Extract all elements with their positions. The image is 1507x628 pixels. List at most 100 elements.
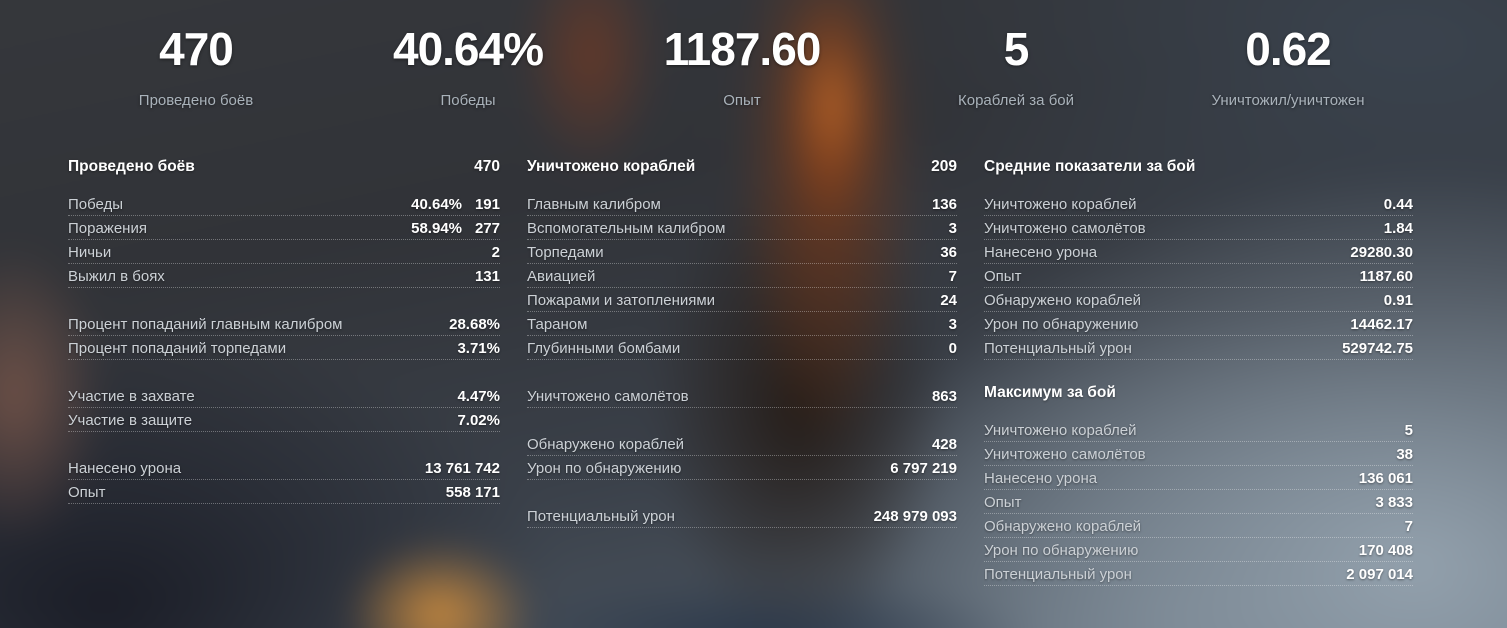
stat-row: Опыт 3 833 xyxy=(984,490,1413,514)
stat-row: Поражения 58.94% 277 xyxy=(68,216,500,240)
summary-stat: 0.62 Уничтожил/уничтожен xyxy=(1138,22,1438,109)
stat-row: Опыт 558 171 xyxy=(68,480,500,504)
stats-column-3: Средние показатели за бой Уничтожено кора… xyxy=(984,158,1413,586)
stat-row-label: Поражения xyxy=(68,220,147,237)
stat-row-value: 28.68% xyxy=(449,316,500,333)
stat-row-value: 3 833 xyxy=(1375,494,1413,511)
stat-row-value: 0 xyxy=(948,340,957,357)
summary-stat-label: Кораблей за бой xyxy=(957,92,1075,109)
summary-stat-value: 40.64% xyxy=(392,23,544,75)
stat-row-value: 191 xyxy=(474,196,500,213)
stat-row-label: Вспомогательным калибром xyxy=(527,220,726,237)
stat-row: Уничтожено кораблей 5 xyxy=(984,418,1413,442)
stat-row-value: 0.44 xyxy=(1383,196,1413,213)
stat-row: Процент попаданий торпедами 3.71% xyxy=(68,336,500,360)
stat-row: Обнаружено кораблей 0.91 xyxy=(984,288,1413,312)
group-header: Уничтожено кораблей 209 xyxy=(527,158,957,184)
stat-row-label: Потенциальный урон xyxy=(984,340,1132,357)
stat-row: Уничтожено самолётов 38 xyxy=(984,442,1413,466)
stat-row-label: Опыт xyxy=(984,268,1022,285)
stat-row: Нанесено урона 29280.30 xyxy=(984,240,1413,264)
stat-row-value: 1187.60 xyxy=(1359,268,1413,285)
stats-group: Участие в захвате 4.47% Участие в защите 7.… xyxy=(68,384,500,432)
stat-row: Урон по обнаружению 6 797 219 xyxy=(527,456,957,480)
stats-group: Обнаружено кораблей 428 Урон по обнаружени… xyxy=(527,432,957,480)
stat-row-label: Урон по обнаружению xyxy=(984,542,1139,559)
group-header-label: Проведено боёв xyxy=(68,158,195,175)
stat-row-value: 863 xyxy=(931,388,957,405)
stat-row-value: 29280.30 xyxy=(1350,244,1413,261)
stats-group: Уничтожено кораблей 209 Главным калибром 13… xyxy=(527,158,957,360)
stat-row-value: 529742.75 xyxy=(1342,340,1413,357)
summary-stat-label: Уничтожил/уничтожен xyxy=(1211,92,1365,109)
stat-row-label: Торпедами xyxy=(527,244,604,261)
summary-stat-value: 1187.60 xyxy=(663,23,822,75)
summary-stat: 470 Проведено боёв xyxy=(46,22,346,109)
summary-stat: 5 Кораблей за бой xyxy=(866,22,1166,109)
stat-row-percent: 58.94% xyxy=(411,220,462,237)
stat-row-label: Уничтожено самолётов xyxy=(527,388,689,405)
stat-row-value: 36 xyxy=(940,244,957,261)
group-header: Максимум за бой xyxy=(984,384,1413,410)
stat-row-value: 0.91 xyxy=(1383,292,1413,309)
stat-row-label: Авиацией xyxy=(527,268,596,285)
stat-row-label: Уничтожено кораблей xyxy=(984,422,1137,439)
stat-row: Пожарами и затоплениями 24 xyxy=(527,288,957,312)
stat-row-value: 277 xyxy=(474,220,500,237)
stat-row: Глубинными бомбами 0 xyxy=(527,336,957,360)
stat-row-label: Нанесено урона xyxy=(984,470,1098,487)
stat-row: Потенциальный урон 529742.75 xyxy=(984,336,1413,360)
stat-row-label: Главным калибром xyxy=(527,196,661,213)
stat-row-label: Пожарами и затоплениями xyxy=(527,292,716,309)
group-header: Средние показатели за бой xyxy=(984,158,1413,184)
stat-row-value: 7 xyxy=(948,268,957,285)
stat-row: Урон по обнаружению 14462.17 xyxy=(984,312,1413,336)
stat-row-value: 170 408 xyxy=(1358,542,1413,559)
summary-stat-value: 470 xyxy=(159,23,234,75)
stat-row-label: Нанесено урона xyxy=(68,460,182,477)
stat-row-value: 38 xyxy=(1396,446,1413,463)
stat-row: Торпедами 36 xyxy=(527,240,957,264)
stat-row-label: Выжил в боях xyxy=(68,268,165,285)
stat-row: Участие в защите 7.02% xyxy=(68,408,500,432)
stats-group: Средние показатели за бой Уничтожено кора… xyxy=(984,158,1413,360)
stat-row-label: Уничтожено кораблей xyxy=(984,196,1137,213)
stat-row-label: Участие в захвате xyxy=(68,388,195,405)
stat-row: Нанесено урона 13 761 742 xyxy=(68,456,500,480)
stat-row-label: Уничтожено самолётов xyxy=(984,220,1146,237)
stat-row: Обнаружено кораблей 7 xyxy=(984,514,1413,538)
stat-row-label: Глубинными бомбами xyxy=(527,340,681,357)
stat-row-label: Уничтожено самолётов xyxy=(984,446,1146,463)
stat-row: Авиацией 7 xyxy=(527,264,957,288)
stat-row: Ничьи 2 xyxy=(68,240,500,264)
stat-row-value: 13 761 742 xyxy=(424,460,500,477)
stat-row-value: 131 xyxy=(474,268,500,285)
stat-row: Уничтожено самолётов 863 xyxy=(527,384,957,408)
stat-row-label: Тараном xyxy=(527,316,588,333)
group-header-label: Максимум за бой xyxy=(984,384,1116,401)
stat-row-value: 5 xyxy=(1404,422,1413,439)
stat-row: Опыт 1187.60 xyxy=(984,264,1413,288)
stat-row-value: 7 xyxy=(1404,518,1413,535)
stat-row-label: Урон по обнаружению xyxy=(527,460,682,477)
stat-row: Обнаружено кораблей 428 xyxy=(527,432,957,456)
stat-row-percent: 40.64% xyxy=(411,196,462,213)
stat-row: Потенциальный урон 2 097 014 xyxy=(984,562,1413,586)
stat-row-label: Участие в защите xyxy=(68,412,193,429)
stat-row: Вспомогательным калибром 3 xyxy=(527,216,957,240)
stat-row: Победы 40.64% 191 xyxy=(68,192,500,216)
stat-row: Главным калибром 136 xyxy=(527,192,957,216)
stat-row: Уничтожено самолётов 1.84 xyxy=(984,216,1413,240)
stat-row-value: 3.71% xyxy=(457,340,500,357)
stat-row-label: Урон по обнаружению xyxy=(984,316,1139,333)
stat-row-value: 2 xyxy=(491,244,500,261)
group-header-value: 470 xyxy=(474,158,500,175)
stat-row-value: 3 xyxy=(948,316,957,333)
stat-row-label: Опыт xyxy=(68,484,106,501)
stats-group: Проведено боёв 470 Победы 40.64% 191 Поражени… xyxy=(68,158,500,288)
stat-row: Выжил в боях 131 xyxy=(68,264,500,288)
stat-row-label: Обнаружено кораблей xyxy=(984,518,1142,535)
stat-row-label: Обнаружено кораблей xyxy=(984,292,1142,309)
